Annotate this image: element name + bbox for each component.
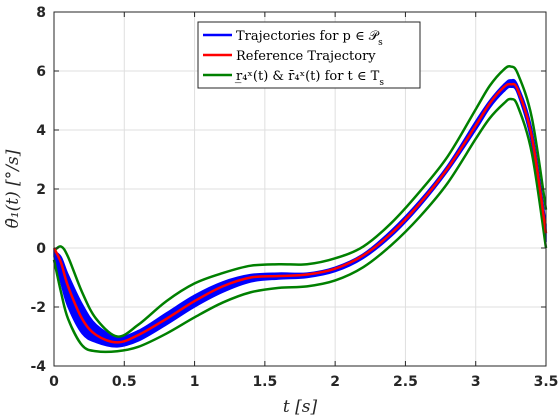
series-reference	[52, 82, 548, 344]
axis-labels: t [s] θ̇₁(t) [°/s]	[3, 149, 317, 417]
x-tick-label-1: 0.5	[112, 374, 137, 390]
series-layer	[52, 65, 548, 354]
y-tick-label-0: -4	[30, 359, 46, 375]
y-tick-label-2: 0	[36, 241, 46, 257]
y-tick-label-5: 6	[36, 64, 46, 80]
series-bound-upper	[53, 65, 548, 338]
x-tick-label-6: 3	[471, 374, 481, 390]
y-tick-label-6: 8	[36, 5, 46, 21]
x-axis-label: t [s]	[283, 397, 318, 417]
x-tick-label-2: 1	[190, 374, 200, 390]
y-tick-label-1: -2	[30, 300, 46, 316]
legend-label-0: Trajectories for p ∈ 𝒫s	[236, 29, 383, 48]
y-axis-label: θ̇₁(t) [°/s]	[3, 149, 23, 228]
y-tick-label-3: 2	[36, 182, 46, 198]
legend-label-1: Reference Trajectory	[236, 49, 376, 64]
legend-box	[197, 21, 421, 89]
y-tick-label-4: 4	[36, 123, 46, 139]
legend-label-2: r̲₄ˣ(t) & r̄₄ˣ(t) for t ∈ Ts	[234, 69, 384, 88]
series-bound-lower	[52, 97, 548, 354]
x-tick-label-5: 2.5	[393, 374, 418, 390]
x-tick-label-3: 1.5	[252, 374, 277, 390]
x-tick-label-4: 2	[330, 374, 340, 390]
ticks: 0 0.5 1 1.5 2 2.5 3 3.5 -4 -2 0 2 4 6 8	[30, 5, 558, 390]
x-tick-label-0: 0	[49, 374, 59, 390]
x-tick-label-7: 3.5	[534, 374, 559, 390]
